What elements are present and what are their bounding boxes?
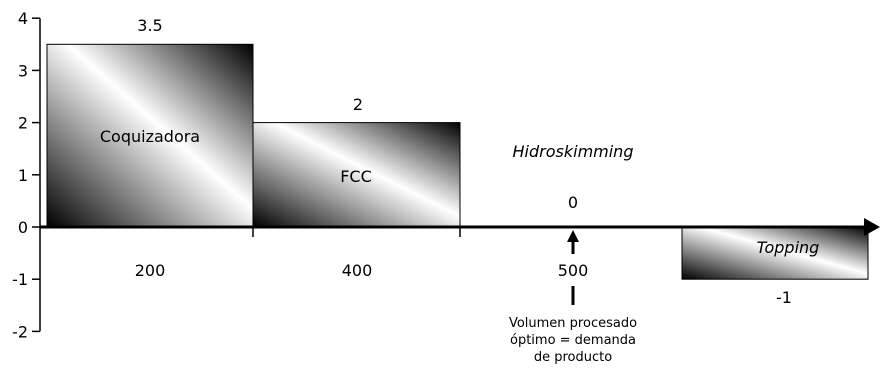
annotation-line: de producto bbox=[534, 350, 612, 365]
y-tick-label: 1 bbox=[18, 166, 28, 185]
x-category-label: 200 bbox=[135, 261, 166, 280]
optimum-arrow-head bbox=[567, 230, 579, 242]
annotation: Volumen procesado óptimo = demanda de prod… bbox=[509, 230, 637, 365]
bar-name-label: FCC bbox=[340, 167, 372, 186]
bar-value-label: 0 bbox=[568, 193, 578, 212]
bar-name-label: Coquizadora bbox=[100, 127, 200, 146]
y-tick-label: -2 bbox=[12, 322, 28, 341]
y-tick-label: 3 bbox=[18, 61, 28, 80]
annotation-line: Volumen procesado bbox=[509, 316, 637, 331]
bar-name-label: Topping bbox=[757, 238, 820, 257]
y-tick-label: 2 bbox=[18, 114, 28, 133]
y-tick-label: 0 bbox=[18, 218, 28, 237]
labels: Coquizadora 3.5 200 FCC 2 400 Hidroskimming 0 50… bbox=[100, 16, 819, 307]
y-tick-label: 4 bbox=[18, 9, 28, 28]
y-tick-label: -1 bbox=[12, 270, 28, 289]
annotation-line: óptimo = demanda bbox=[510, 333, 636, 348]
bar-name-label: Hidroskimming bbox=[513, 142, 634, 161]
x-axis-arrow bbox=[864, 218, 880, 236]
bar-fcc bbox=[252, 122, 461, 228]
bars bbox=[46, 43, 869, 280]
x-category-label: 400 bbox=[342, 261, 373, 280]
y-axis: 4 3 2 1 0 -1 -2 bbox=[12, 9, 41, 341]
bar-coquizadora bbox=[46, 43, 254, 228]
bar-topping bbox=[681, 226, 869, 280]
bar-value-label: 2 bbox=[353, 95, 363, 114]
bar-value-label: -1 bbox=[776, 288, 792, 307]
x-category-label: 500 bbox=[558, 261, 589, 280]
x-axis bbox=[40, 218, 880, 237]
bar-value-label: 3.5 bbox=[137, 16, 162, 35]
